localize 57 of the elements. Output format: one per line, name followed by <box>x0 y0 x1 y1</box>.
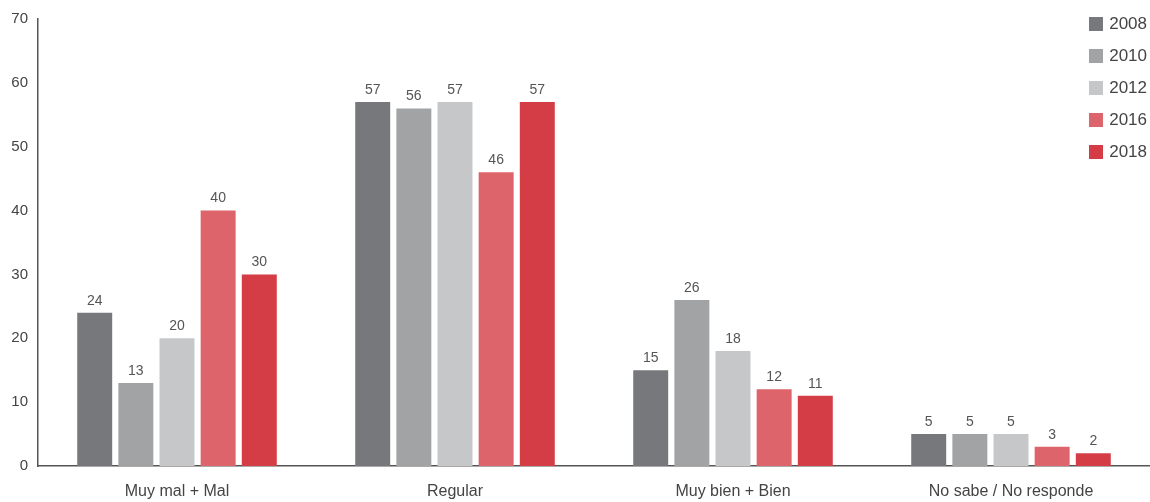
data-label: 3 <box>1048 425 1057 442</box>
data-label: 56 <box>406 87 422 104</box>
y-tick-label: 20 <box>11 328 28 346</box>
bar <box>159 338 195 466</box>
bar <box>200 210 236 466</box>
y-tick-label: 60 <box>11 73 28 90</box>
x-tick-label: Muy mal + Mal <box>124 482 230 500</box>
data-label: 15 <box>642 349 659 366</box>
x-tick-label: Muy bien + Bien <box>675 482 791 500</box>
bar <box>911 434 947 466</box>
data-label: 46 <box>488 151 505 168</box>
data-label: 20 <box>169 317 185 334</box>
y-tick-label: 50 <box>11 136 28 154</box>
bar <box>993 434 1029 466</box>
bar <box>952 434 988 466</box>
data-label: 13 <box>128 361 144 378</box>
data-label: 40 <box>210 189 227 206</box>
data-label: 12 <box>766 368 783 385</box>
data-label: 5 <box>1007 412 1016 429</box>
bar <box>1034 446 1070 466</box>
x-tick-label: Regular <box>426 482 484 500</box>
bar <box>633 370 669 466</box>
y-tick-label: 40 <box>11 200 28 218</box>
data-label: 18 <box>725 329 741 346</box>
bar <box>1075 453 1111 466</box>
bar <box>756 389 792 466</box>
legend-label: 2008 <box>1109 14 1147 33</box>
bar <box>715 351 751 466</box>
y-tick-label: 0 <box>19 456 28 474</box>
bar <box>241 274 277 466</box>
bar <box>674 299 710 466</box>
data-label: 5 <box>965 412 974 429</box>
x-tick-label: No sabe / No responde <box>928 482 1094 500</box>
data-label: 57 <box>364 80 381 97</box>
bar <box>355 102 391 466</box>
bar <box>797 395 833 466</box>
data-label: 11 <box>808 374 823 391</box>
y-tick-label: 70 <box>11 9 28 27</box>
legend-label: 2012 <box>1109 78 1147 97</box>
data-label: 24 <box>86 291 103 308</box>
bar <box>519 102 555 466</box>
bar <box>437 102 473 466</box>
data-label: 57 <box>447 80 463 97</box>
data-label: 26 <box>684 278 700 295</box>
legend-label: 2016 <box>1109 110 1147 129</box>
data-label: 2 <box>1089 432 1098 449</box>
data-label: 5 <box>924 412 933 429</box>
y-tick-label: 30 <box>11 264 28 282</box>
data-label: 57 <box>529 80 546 97</box>
bar <box>396 108 432 466</box>
legend-label: 2018 <box>1109 142 1147 161</box>
y-tick-label: 10 <box>11 392 28 410</box>
legend-label: 2010 <box>1109 46 1147 65</box>
bar <box>77 312 113 466</box>
data-label: 30 <box>251 253 268 270</box>
bar <box>118 382 154 466</box>
bar <box>478 172 514 466</box>
